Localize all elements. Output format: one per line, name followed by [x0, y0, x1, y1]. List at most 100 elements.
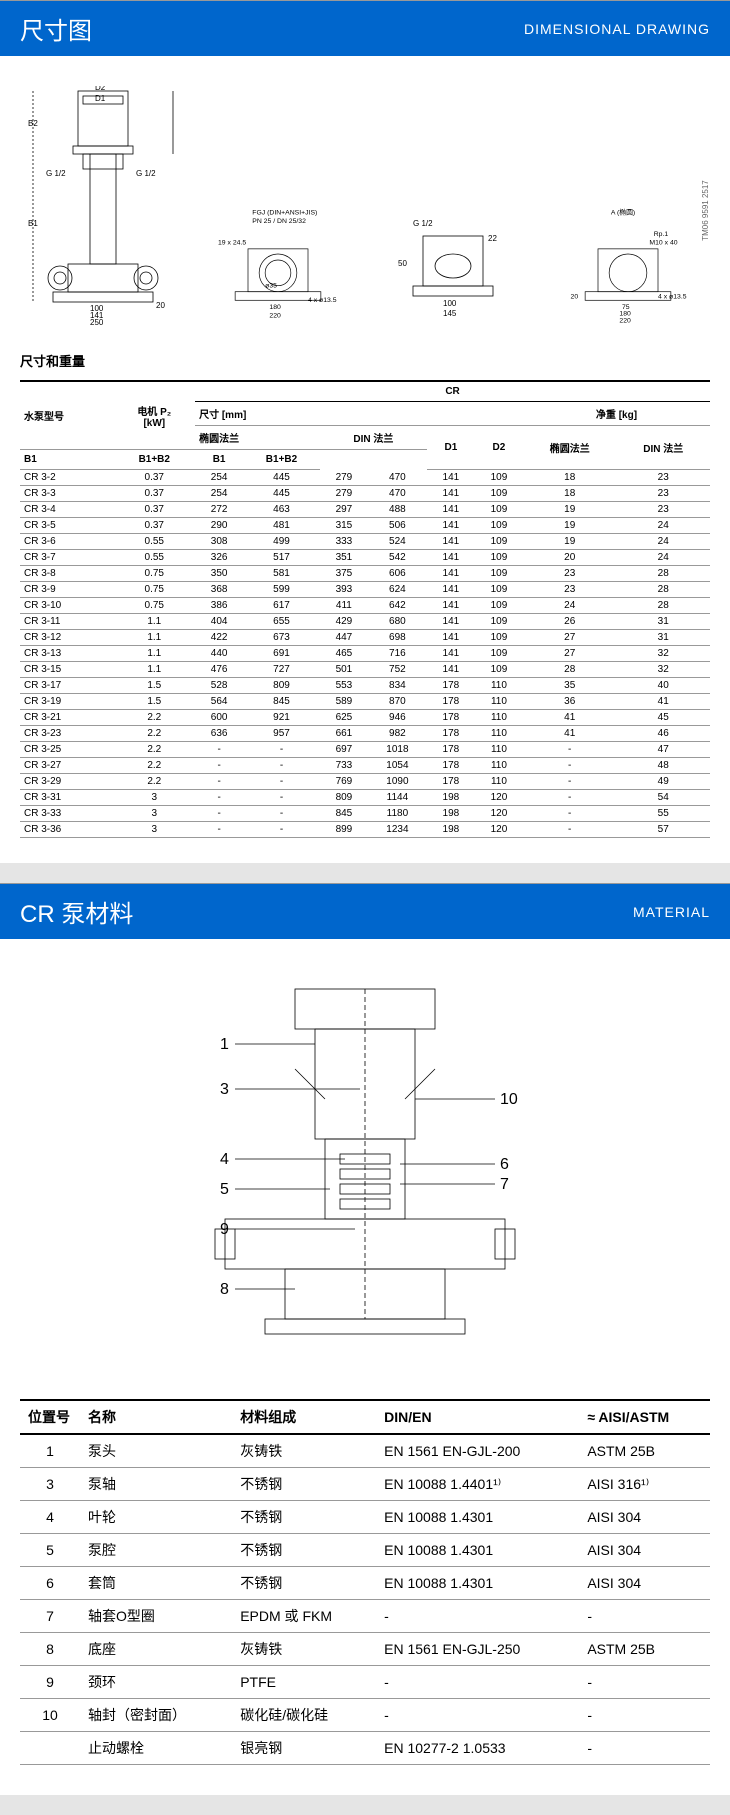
cell: - — [376, 1666, 579, 1699]
cell: 9 — [20, 1666, 80, 1699]
col-w-din: DIN 法兰 — [616, 426, 710, 470]
cell: 24 — [616, 518, 710, 534]
dim-180b: 180 — [619, 311, 631, 318]
cell: - — [523, 806, 616, 822]
cell: - — [195, 742, 243, 758]
col-oval: 椭圆法兰 — [195, 426, 320, 450]
cell: 899 — [320, 822, 368, 838]
table-row: CR 3-272.2--7331054178110-48 — [20, 758, 710, 774]
cell: EN 10088 1.4301 — [376, 1567, 579, 1600]
cell: 178 — [427, 726, 475, 742]
cell: 31 — [616, 630, 710, 646]
cell: 3 — [113, 822, 195, 838]
cell: CR 3-23 — [20, 726, 113, 742]
cell: 393 — [320, 582, 368, 598]
cell: 834 — [368, 678, 427, 694]
cell: 109 — [475, 662, 523, 678]
cell: 泵头 — [80, 1434, 232, 1468]
cell: 18 — [523, 470, 616, 486]
cell: 1180 — [368, 806, 427, 822]
col-cr-group: CR — [195, 381, 710, 402]
table-row: 止动螺栓银亮钢EN 10277-2 1.0533- — [20, 1732, 710, 1765]
col-b12-o: B1+B2 — [113, 450, 195, 470]
cell: 845 — [320, 806, 368, 822]
dim-75: 75 — [622, 304, 630, 311]
dim-b2: B2 — [28, 119, 38, 128]
table-row: 7轴套O型圈EPDM 或 FKM-- — [20, 1600, 710, 1633]
cell: 350 — [195, 566, 243, 582]
cell: 1.1 — [113, 646, 195, 662]
cell: 28 — [616, 566, 710, 582]
dimensions-table: 水泵型号 电机 P₂ [kW] CR 尺寸 [mm] 净重 [kg] 椭圆法兰 … — [20, 380, 710, 838]
cell: 1090 — [368, 774, 427, 790]
callout-8: 8 — [220, 1281, 229, 1298]
cell: 517 — [243, 550, 320, 566]
cell: 底座 — [80, 1633, 232, 1666]
cell: 254 — [195, 486, 243, 502]
table-row: CR 3-111.14046554296801411092631 — [20, 614, 710, 630]
cell: 2.2 — [113, 742, 195, 758]
cell: - — [195, 822, 243, 838]
table-row: CR 3-20.372544452794701411091823 — [20, 470, 710, 486]
table-row: CR 3-60.553084993335241411091924 — [20, 534, 710, 550]
cell: 45 — [616, 710, 710, 726]
table-row: CR 3-151.14767275017521411092832 — [20, 662, 710, 678]
cell: 5 — [20, 1534, 80, 1567]
cell: CR 3-17 — [20, 678, 113, 694]
cell: 4 — [20, 1501, 80, 1534]
section1-header: 尺寸图 DIMENSIONAL DRAWING — [0, 0, 730, 56]
cell: 1.1 — [113, 630, 195, 646]
cell: 109 — [475, 614, 523, 630]
cell: EN 1561 EN-GJL-250 — [376, 1633, 579, 1666]
cell: - — [243, 758, 320, 774]
cell: CR 3-25 — [20, 742, 113, 758]
cell: 733 — [320, 758, 368, 774]
material-page: CR 泵材料 MATERIAL 1 3 4 5 9 8 — [0, 883, 730, 1795]
cell: 18 — [523, 486, 616, 502]
table-row: 4叶轮不锈钢EN 10088 1.4301AISI 304 — [20, 1501, 710, 1534]
cell: 599 — [243, 582, 320, 598]
cell: 691 — [243, 646, 320, 662]
cell: 24 — [616, 534, 710, 550]
cell: CR 3-7 — [20, 550, 113, 566]
cell: 套筒 — [80, 1567, 232, 1600]
cell: 697 — [320, 742, 368, 758]
cell: 24 — [523, 598, 616, 614]
watermark: TM06 9591 2517 — [701, 180, 710, 241]
cell: 624 — [368, 582, 427, 598]
table-row: CR 3-333--8451180198120-55 — [20, 806, 710, 822]
cell: 23 — [523, 566, 616, 582]
cell: 110 — [475, 774, 523, 790]
cell: EN 10088 1.4301 — [376, 1501, 579, 1534]
cell: 422 — [195, 630, 243, 646]
dim-100b: 100 — [443, 299, 457, 308]
cell: AISI 304 — [579, 1567, 710, 1600]
cell: 141 — [427, 598, 475, 614]
col-b1-d: B1 — [195, 450, 243, 470]
dim-19x24: 19 x 24.5 — [218, 240, 246, 247]
cell: 109 — [475, 550, 523, 566]
cell: 8 — [20, 1633, 80, 1666]
table-row: CR 3-100.753866174116421411092428 — [20, 598, 710, 614]
cell: 1234 — [368, 822, 427, 838]
dim-g12-r: G 1/2 — [136, 169, 156, 178]
cell: 19 — [523, 502, 616, 518]
cell: - — [579, 1732, 710, 1765]
mat-col-mat: 材料组成 — [232, 1400, 376, 1434]
cell: CR 3-11 — [20, 614, 113, 630]
cell: 109 — [475, 486, 523, 502]
cell: 0.37 — [113, 502, 195, 518]
dim-4x13: 4 x ø13.5 — [308, 297, 337, 304]
cell: 279 — [320, 486, 368, 502]
dim-250: 250 — [90, 318, 104, 326]
cell: 178 — [427, 774, 475, 790]
table-row: 5泵腔不锈钢EN 10088 1.4301AISI 304 — [20, 1534, 710, 1567]
cell: - — [376, 1699, 579, 1732]
dim-20b: 20 — [570, 294, 578, 301]
cell: - — [243, 822, 320, 838]
cell: 1.5 — [113, 694, 195, 710]
cell: 440 — [195, 646, 243, 662]
mat-col-name: 名称 — [80, 1400, 232, 1434]
cell: 1054 — [368, 758, 427, 774]
cell: 411 — [320, 598, 368, 614]
